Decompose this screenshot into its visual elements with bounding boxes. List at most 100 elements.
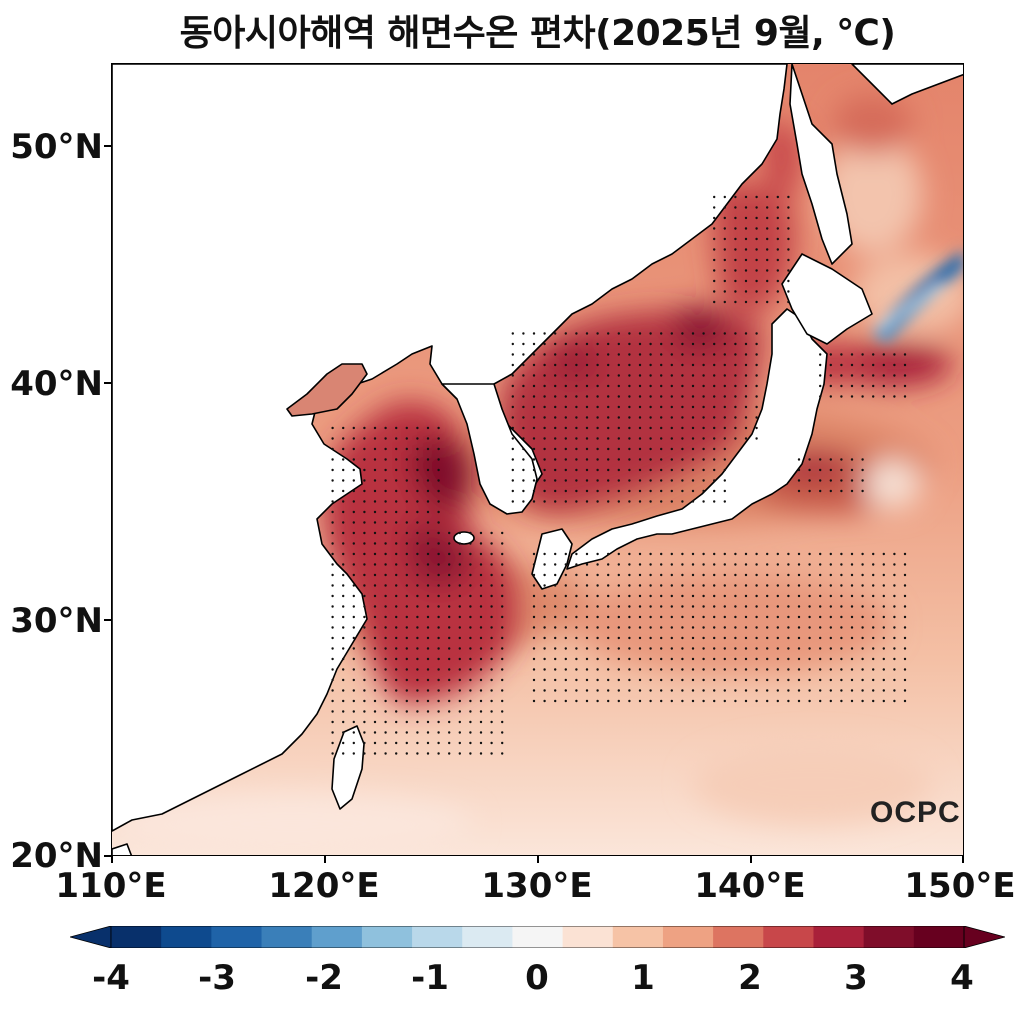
significance-dot bbox=[797, 605, 801, 608]
colorbar-segment bbox=[211, 926, 263, 948]
significance-dot bbox=[713, 584, 716, 587]
significance-dot bbox=[702, 678, 705, 682]
colorbar-segment bbox=[863, 926, 915, 948]
significance-dot bbox=[681, 636, 684, 640]
significance-dot bbox=[713, 206, 716, 209]
significance-dot bbox=[384, 563, 387, 566]
significance-dot bbox=[352, 447, 355, 451]
significance-dot bbox=[426, 668, 430, 671]
significance-dot bbox=[607, 342, 610, 346]
significance-dot bbox=[532, 563, 536, 566]
significance-dot bbox=[543, 489, 546, 493]
significance-dot bbox=[575, 416, 578, 419]
significance-dot bbox=[490, 668, 493, 671]
significance-dot bbox=[607, 552, 610, 556]
significance-dot bbox=[437, 584, 440, 587]
significance-dot bbox=[437, 563, 440, 566]
significance-dot bbox=[585, 605, 589, 608]
significance-dot bbox=[395, 710, 398, 713]
significance-dot bbox=[469, 605, 472, 608]
lat-tick-20 bbox=[104, 855, 111, 857]
significance-dot bbox=[532, 468, 536, 472]
significance-dot bbox=[882, 573, 885, 577]
significance-dot bbox=[819, 605, 822, 608]
significance-dot bbox=[363, 479, 366, 482]
significance-dot bbox=[405, 426, 408, 430]
significance-dot bbox=[755, 405, 758, 409]
significance-dot bbox=[660, 447, 663, 451]
significance-dot bbox=[522, 353, 525, 356]
significance-dot bbox=[395, 626, 398, 629]
significance-dot bbox=[448, 647, 451, 650]
significance-dot bbox=[829, 374, 832, 377]
significance-dot bbox=[681, 626, 684, 629]
significance-dot bbox=[755, 384, 758, 388]
significance-dot bbox=[331, 657, 334, 661]
significance-dot bbox=[850, 458, 854, 461]
significance-dot bbox=[416, 479, 419, 482]
significance-dot bbox=[776, 573, 779, 577]
significance-dot bbox=[585, 657, 589, 661]
significance-dot bbox=[723, 216, 726, 220]
significance-dot bbox=[575, 489, 578, 493]
significance-dot bbox=[649, 447, 652, 451]
significance-dot bbox=[437, 594, 440, 598]
significance-dot bbox=[808, 489, 811, 493]
significance-dot bbox=[469, 636, 472, 640]
significance-dot bbox=[638, 468, 642, 472]
significance-dot bbox=[479, 647, 483, 650]
significance-dot bbox=[829, 458, 832, 461]
significance-dot bbox=[861, 552, 864, 556]
significance-dot bbox=[766, 258, 769, 262]
significance-dot bbox=[543, 363, 546, 367]
significance-dot bbox=[342, 647, 345, 650]
significance-dot bbox=[607, 626, 610, 629]
significance-dot bbox=[893, 615, 896, 619]
significance-dot bbox=[501, 531, 504, 535]
significance-dot bbox=[373, 468, 377, 472]
significance-dot bbox=[670, 594, 673, 598]
significance-dot bbox=[787, 279, 790, 283]
significance-dot bbox=[384, 668, 387, 671]
significance-dot bbox=[638, 332, 642, 335]
significance-dot bbox=[458, 647, 461, 650]
significance-dot bbox=[596, 342, 599, 346]
significance-dot bbox=[776, 552, 779, 556]
significance-dot bbox=[501, 699, 504, 703]
significance-dot bbox=[575, 647, 578, 650]
significance-dot bbox=[564, 552, 567, 556]
significance-dot bbox=[331, 626, 334, 629]
significance-dot bbox=[638, 363, 642, 367]
significance-dot bbox=[575, 657, 578, 661]
significance-dot bbox=[766, 216, 769, 220]
significance-dot bbox=[331, 689, 334, 692]
significance-dot bbox=[596, 605, 599, 608]
significance-dot bbox=[479, 542, 483, 545]
significance-dot bbox=[437, 510, 440, 514]
significance-dot bbox=[511, 332, 514, 335]
significance-dot bbox=[660, 342, 663, 346]
significance-dot bbox=[660, 657, 663, 661]
significance-dot bbox=[670, 384, 673, 388]
significance-dot bbox=[850, 699, 854, 703]
significance-dot bbox=[405, 710, 408, 713]
significance-dot bbox=[437, 741, 440, 745]
significance-dot bbox=[501, 594, 504, 598]
significance-dot bbox=[755, 615, 758, 619]
significance-dot bbox=[426, 500, 430, 503]
significance-dot bbox=[617, 468, 620, 472]
significance-dot bbox=[617, 353, 620, 356]
significance-dot bbox=[501, 584, 504, 587]
significance-dot bbox=[628, 647, 631, 650]
significance-dot bbox=[797, 647, 801, 650]
significance-dot bbox=[395, 636, 398, 640]
significance-dot bbox=[490, 542, 493, 545]
significance-dot bbox=[373, 458, 377, 461]
significance-dot bbox=[479, 720, 483, 724]
significance-dot bbox=[691, 468, 695, 472]
significance-dot bbox=[331, 479, 334, 482]
significance-dot bbox=[628, 699, 631, 703]
significance-dot bbox=[416, 468, 419, 472]
significance-dot bbox=[638, 374, 642, 377]
significance-dot bbox=[681, 647, 684, 650]
